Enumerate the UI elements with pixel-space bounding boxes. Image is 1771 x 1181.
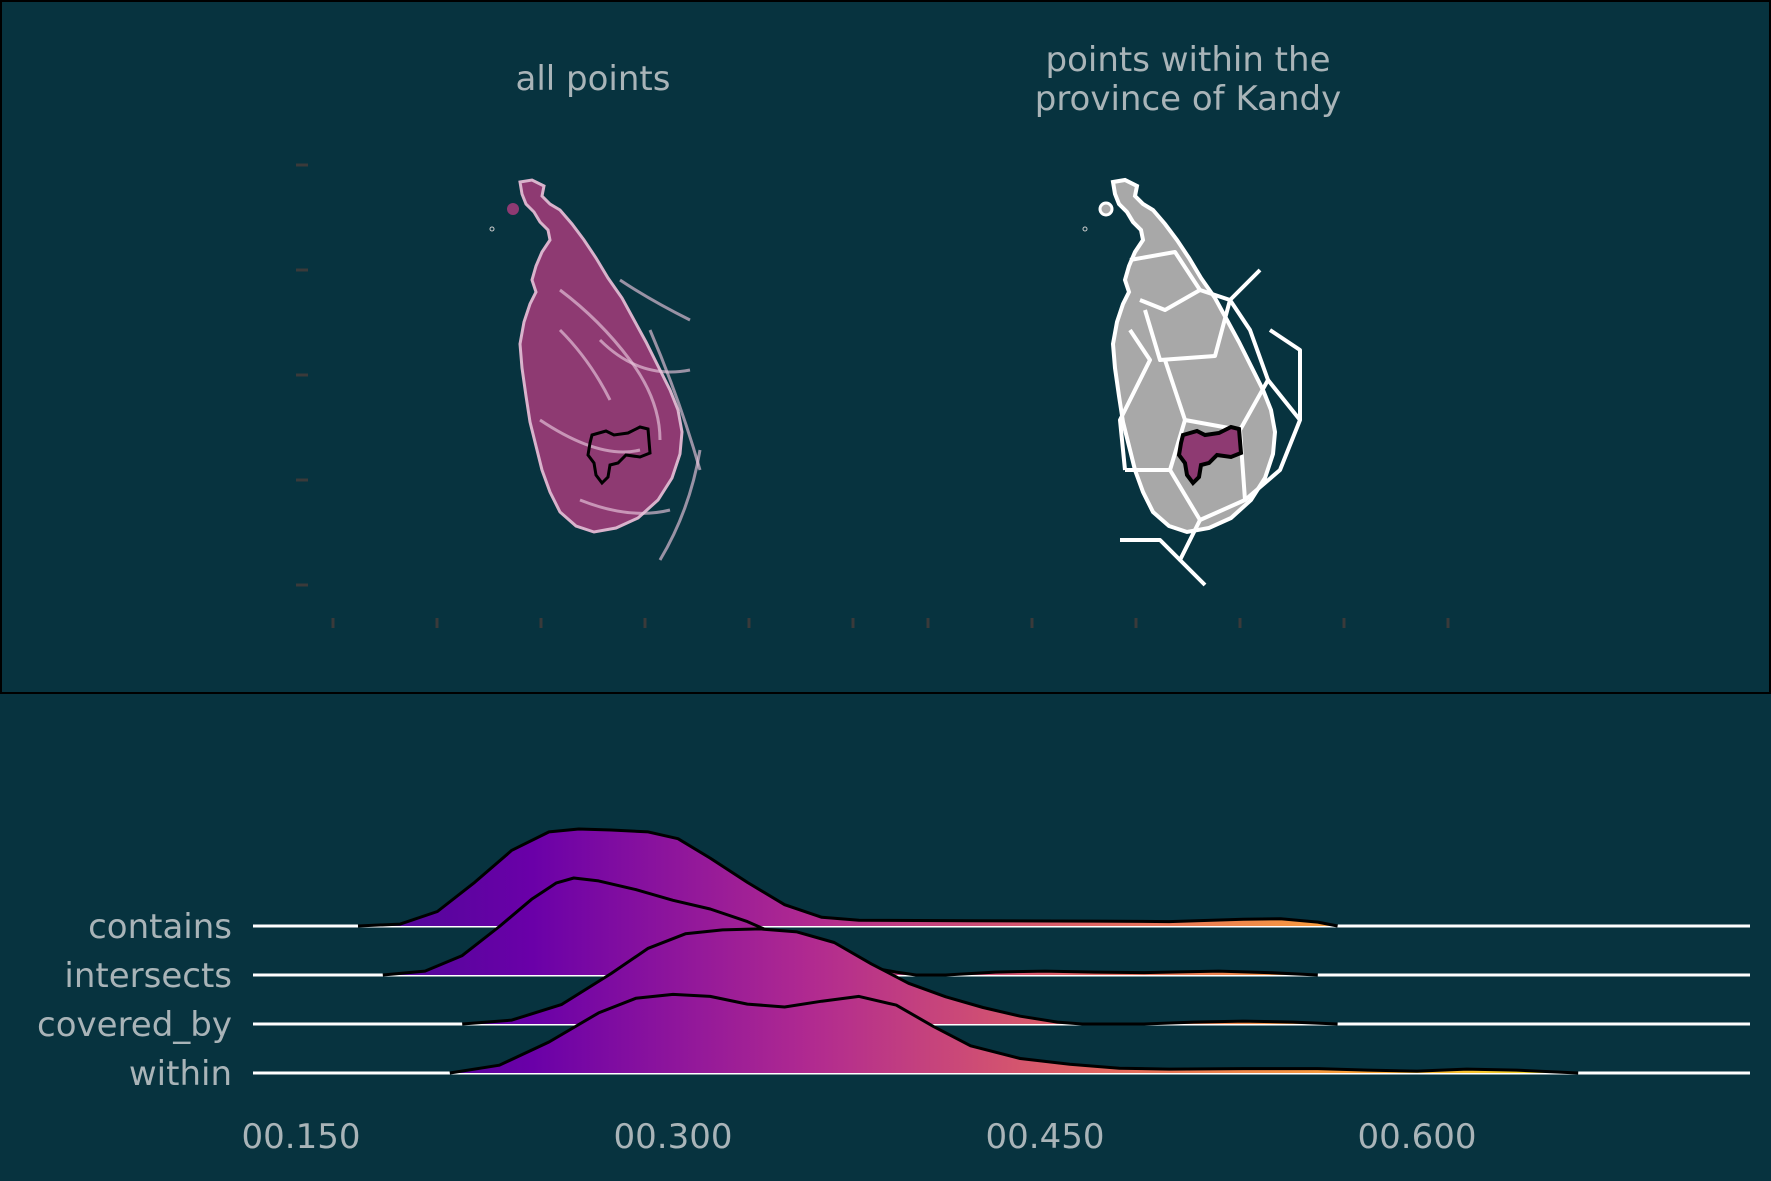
- sri-lanka-map-kandy-points: [1082, 177, 1302, 587]
- district-border: [1243, 378, 1302, 502]
- ridge-line-within: [449, 992, 1579, 1075]
- density-streak: [558, 328, 612, 401]
- x-tick-label: 00.150: [242, 1117, 361, 1157]
- category-label-covered_by: covered_by: [37, 1005, 232, 1045]
- island-islet: [1098, 201, 1114, 217]
- density-streak: [579, 498, 671, 515]
- ridge-fill-within: [449, 994, 1579, 1073]
- density-streak: [658, 449, 702, 561]
- district-border: [1268, 328, 1302, 420]
- x-tick-label: 00.600: [1358, 1117, 1477, 1157]
- density-streak: [559, 288, 662, 441]
- maps-panel-background: [2, 2, 1769, 692]
- category-label-intersects: intersects: [64, 956, 232, 996]
- density-streak: [598, 338, 691, 374]
- category-label-contains: contains: [88, 907, 232, 947]
- kandy-outline: [586, 425, 652, 486]
- density-streak: [648, 329, 702, 471]
- map-panel-title-2-line-2: province of Kandy: [1035, 79, 1342, 119]
- category-label-within: within: [129, 1054, 232, 1094]
- district-border: [1228, 268, 1262, 302]
- density-streak: [619, 278, 691, 322]
- island-islet: [507, 203, 519, 215]
- kandy-region: [1176, 424, 1244, 487]
- ridge-line-covered_by: [462, 927, 1338, 1026]
- district-border: [1143, 288, 1232, 362]
- map-panel-title-1: all points: [516, 59, 671, 99]
- density-streak: [539, 418, 641, 454]
- district-border: [1120, 538, 1182, 562]
- map-axis-ticks: [296, 163, 1450, 628]
- x-tick-label: 00.300: [614, 1117, 733, 1157]
- district-border: [1163, 298, 1270, 432]
- island-shape: [518, 178, 684, 534]
- ridge-fill-intersects: [382, 878, 1318, 975]
- district-border: [1118, 328, 1152, 471]
- x-tick-label: 00.450: [986, 1117, 1105, 1157]
- ridgeline-chart: 00.150 00.300 00.450 00.600 contains intersec…: [37, 827, 1750, 1157]
- island-islet: [1082, 226, 1088, 232]
- ridge-line-contains: [357, 827, 1338, 928]
- ridgeline-panel-background: [0, 694, 1771, 1181]
- map-panel-title-2-line-1: points within the: [1046, 40, 1331, 80]
- sri-lanka-map-all-points: [489, 178, 702, 561]
- island-islet: [489, 226, 495, 232]
